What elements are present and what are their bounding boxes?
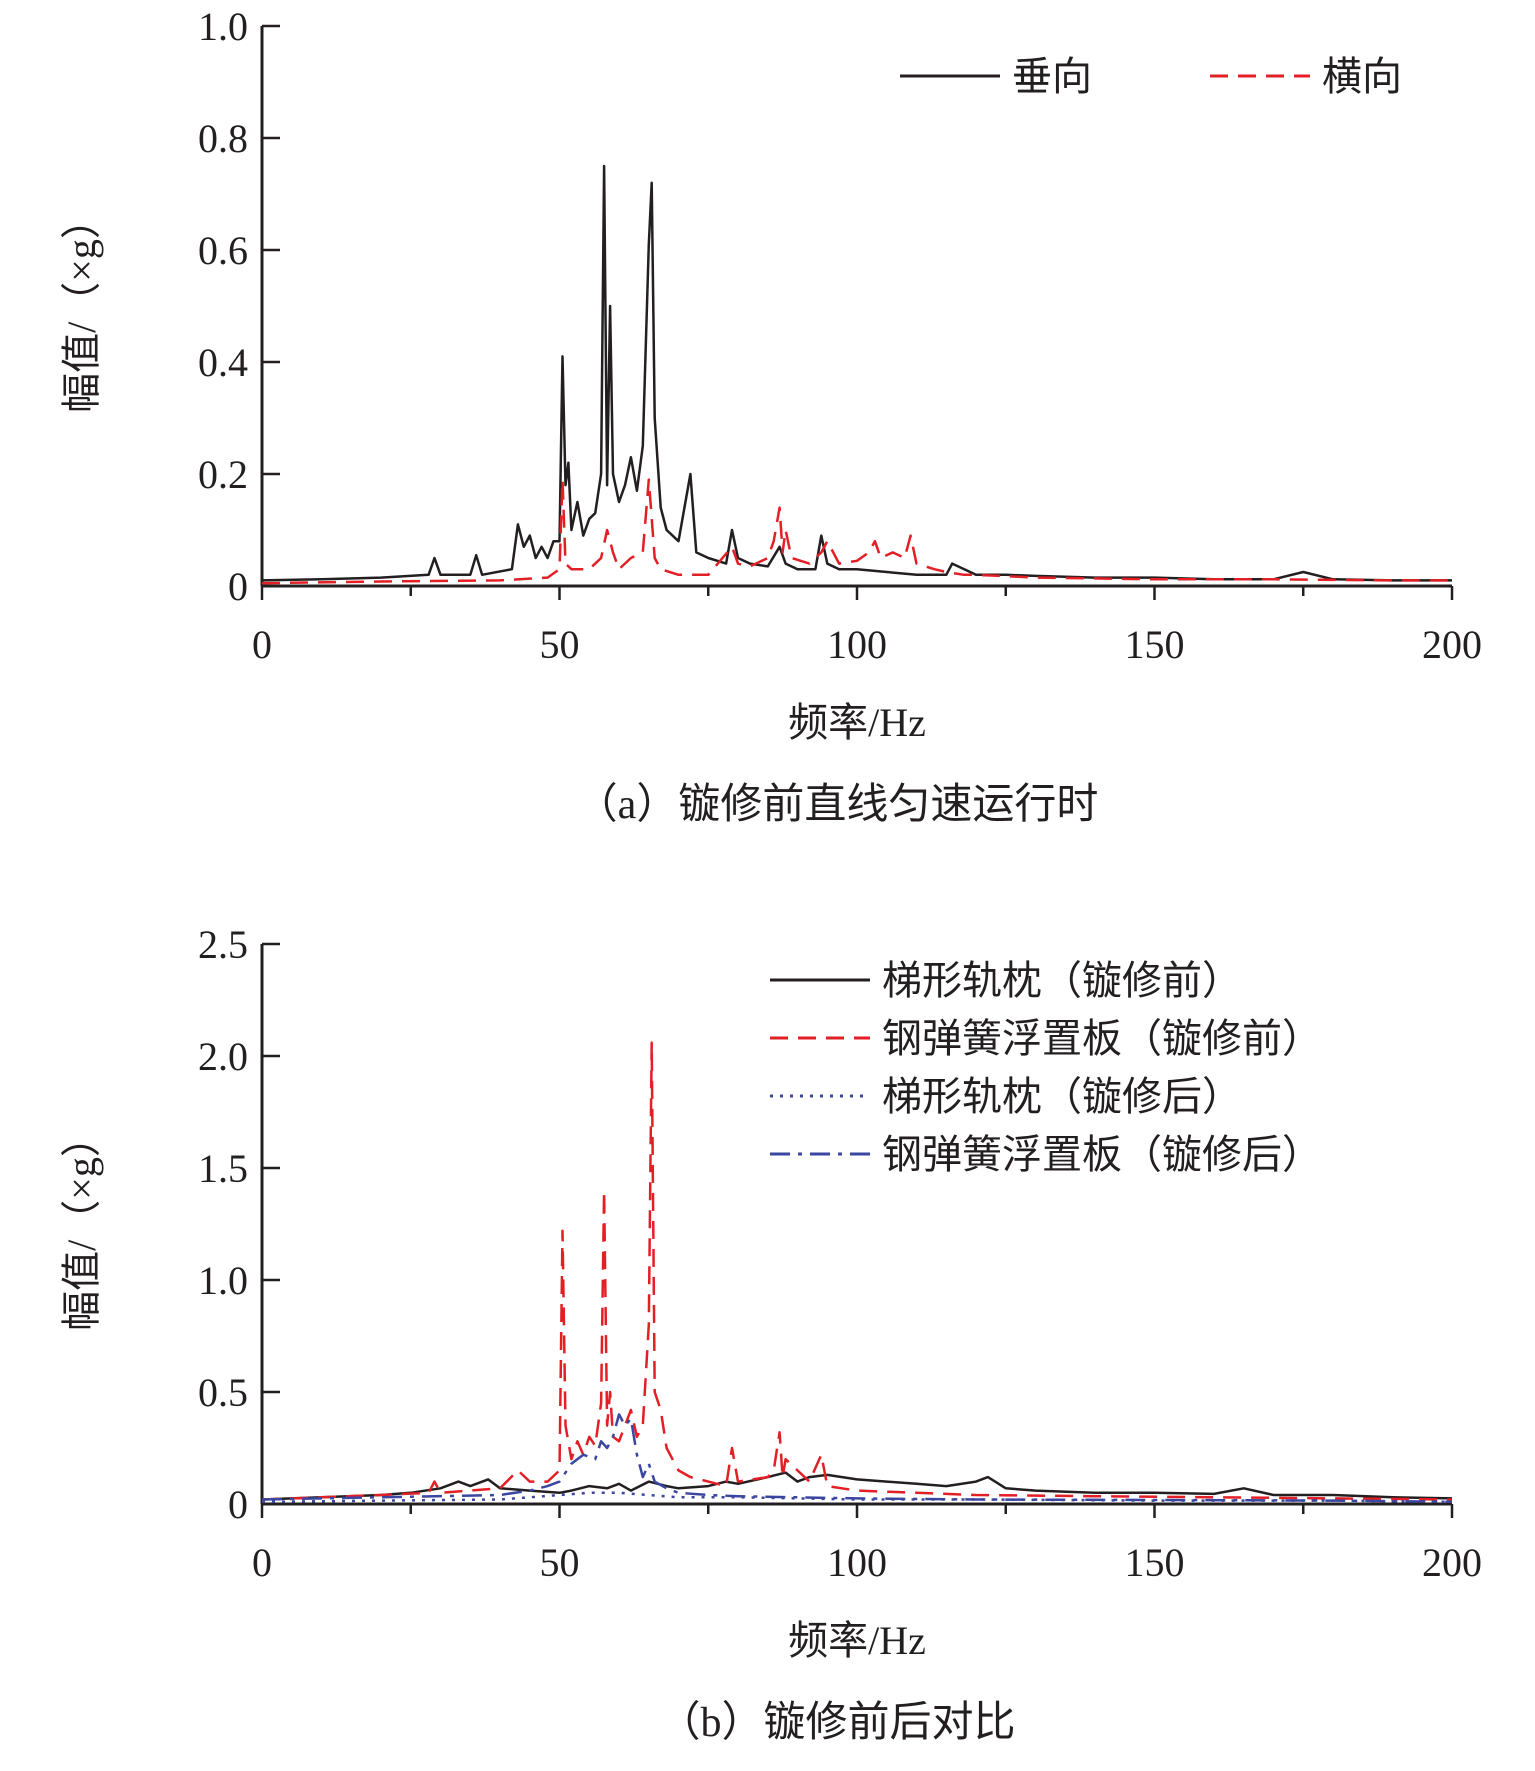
y-tick-label: 2.0 xyxy=(198,1034,248,1079)
series-line-1-1 xyxy=(262,1041,1452,1501)
x-axis-title: 频率/Hz xyxy=(788,700,926,745)
x-tick-label: 0 xyxy=(252,622,272,667)
y-tick-label: 1.5 xyxy=(198,1146,248,1191)
legend-label: 钢弹簧浮置板（镟修前） xyxy=(882,1016,1322,1061)
x-tick-label: 50 xyxy=(540,622,580,667)
y-tick-label: 1.0 xyxy=(198,4,248,49)
y-tick-label: 0.4 xyxy=(198,340,248,385)
series-line-0-1 xyxy=(262,478,1452,585)
y-tick-label: 0.8 xyxy=(198,116,248,161)
x-tick-label: 150 xyxy=(1125,1540,1185,1585)
legend-label: 梯形轨枕（镟修后） xyxy=(882,1074,1242,1119)
y-axis-title: 幅值/（×g） xyxy=(59,1117,104,1331)
y-tick-label: 1.0 xyxy=(198,1258,248,1303)
y-tick-label: 0.2 xyxy=(198,452,248,497)
x-axis-title: 频率/Hz xyxy=(788,1618,926,1663)
x-tick-label: 100 xyxy=(827,622,887,667)
x-tick-label: 50 xyxy=(540,1540,580,1585)
y-tick-label: 0 xyxy=(228,1482,248,1527)
x-tick-label: 200 xyxy=(1422,1540,1482,1585)
series-line-1-0 xyxy=(262,1471,1452,1501)
x-tick-label: 200 xyxy=(1422,622,1482,667)
legend-label: 横向 xyxy=(1322,54,1402,99)
x-tick-label: 150 xyxy=(1125,622,1185,667)
legend-label: 梯形轨枕（镟修前） xyxy=(882,958,1242,1003)
chart-caption: （a）镟修前直线匀速运行时 xyxy=(576,782,1099,828)
y-tick-label: 2.5 xyxy=(198,922,248,967)
series-line-1-3 xyxy=(262,1413,1452,1504)
legend-label: 钢弹簧浮置板（镟修后） xyxy=(882,1132,1322,1177)
x-tick-label: 0 xyxy=(252,1540,272,1585)
y-tick-label: 0.6 xyxy=(198,228,248,273)
y-tick-label: 0.5 xyxy=(198,1370,248,1415)
y-tick-label: 0 xyxy=(228,564,248,609)
series-line-0-0 xyxy=(262,164,1452,582)
y-axis-title: 幅值/（×g） xyxy=(59,199,104,413)
chart-b: 0 0.5 1.0 1.5 2.0 2.5 0 50 100 150 200 频率/Hz 幅值/（×g）… xyxy=(59,922,1482,1746)
legend-label: 垂向 xyxy=(1012,54,1092,99)
x-tick-label: 100 xyxy=(827,1540,887,1585)
chart-a: 0 0.2 0.4 0.6 0.8 1.0 0 50 100 150 200 频率/Hz 幅值/（×g）… xyxy=(59,4,1482,828)
chart-caption: （b）镟修前后对比 xyxy=(658,1700,1015,1746)
